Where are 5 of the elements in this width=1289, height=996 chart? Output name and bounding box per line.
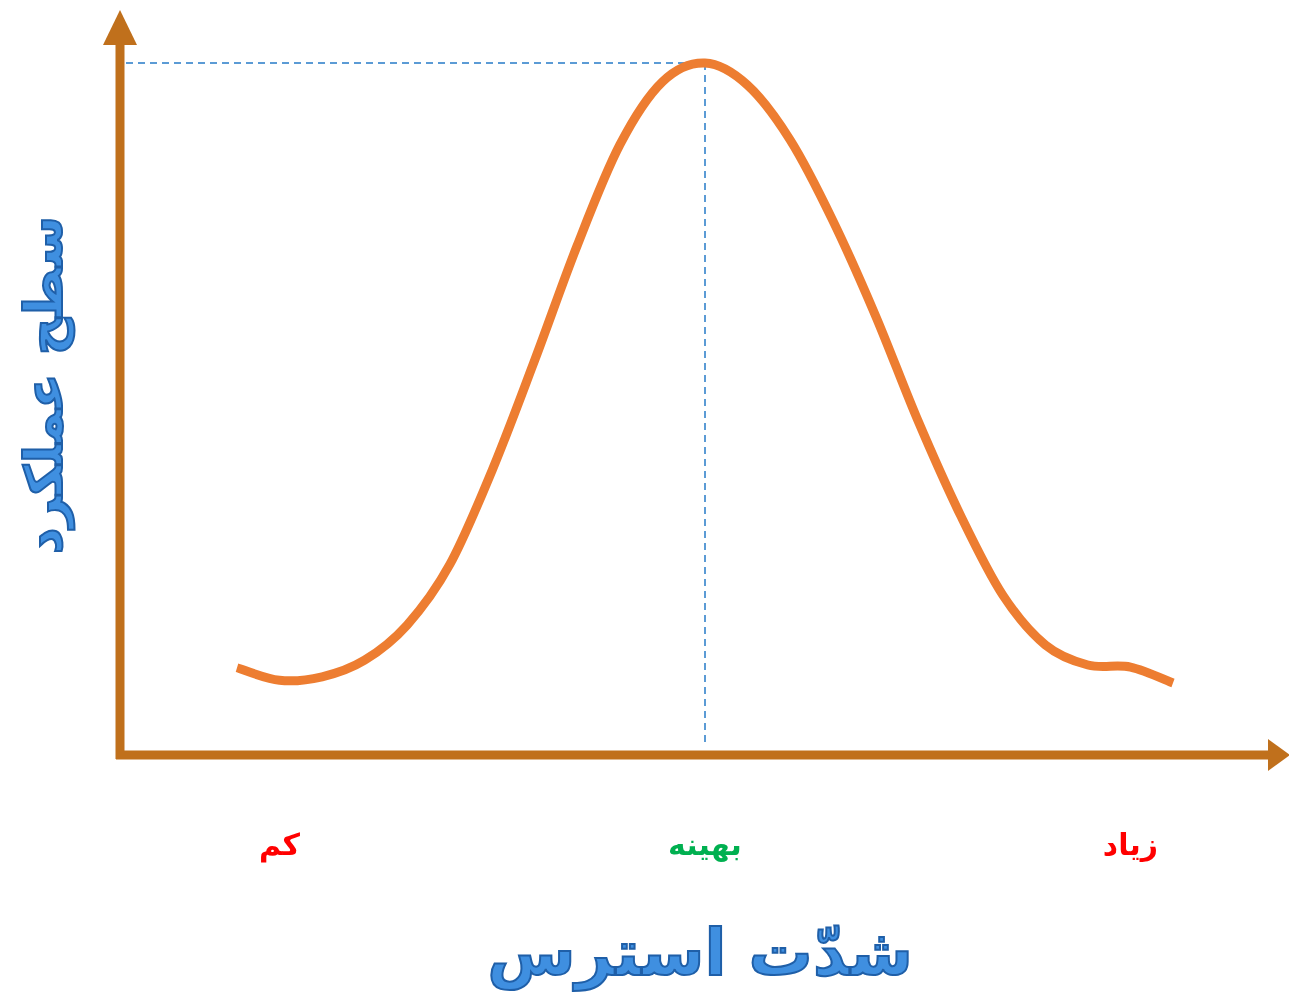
x-tick-label: کم: [259, 827, 301, 863]
x-axis-title: شدّت استرس: [487, 916, 913, 991]
x-tick-label: زیاد: [1102, 827, 1159, 862]
y-axis-title: سطح عملکرد: [14, 215, 75, 555]
x-tick-label: بهینه: [668, 827, 742, 862]
